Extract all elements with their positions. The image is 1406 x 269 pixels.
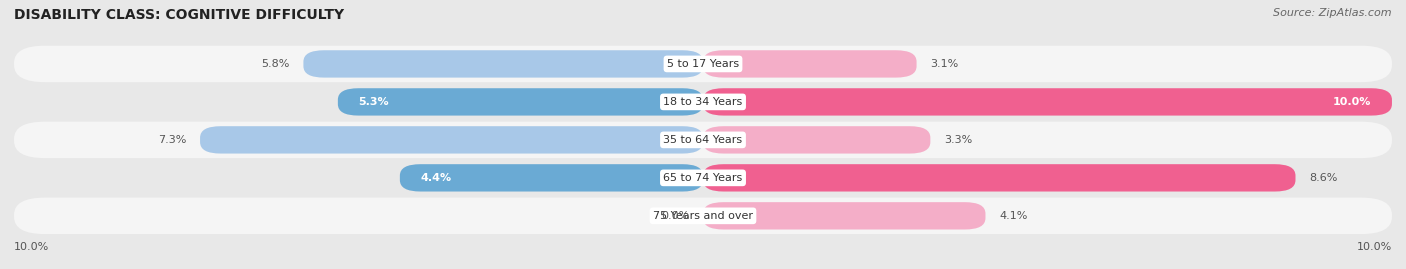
Text: 35 to 64 Years: 35 to 64 Years [664,135,742,145]
FancyBboxPatch shape [703,126,931,154]
FancyBboxPatch shape [703,202,986,229]
FancyBboxPatch shape [14,122,1392,158]
Text: 5 to 17 Years: 5 to 17 Years [666,59,740,69]
FancyBboxPatch shape [703,164,1295,192]
Text: 65 to 74 Years: 65 to 74 Years [664,173,742,183]
Text: 3.1%: 3.1% [931,59,959,69]
Text: 10.0%: 10.0% [1333,97,1371,107]
Text: 10.0%: 10.0% [1357,242,1392,252]
FancyBboxPatch shape [14,160,1392,196]
FancyBboxPatch shape [337,88,703,116]
FancyBboxPatch shape [703,50,917,77]
Text: 4.4%: 4.4% [420,173,451,183]
FancyBboxPatch shape [703,88,1392,116]
FancyBboxPatch shape [14,46,1392,82]
Text: DISABILITY CLASS: COGNITIVE DIFFICULTY: DISABILITY CLASS: COGNITIVE DIFFICULTY [14,8,344,22]
Text: 10.0%: 10.0% [14,242,49,252]
FancyBboxPatch shape [304,50,703,77]
Text: 5.3%: 5.3% [359,97,389,107]
Text: 3.3%: 3.3% [945,135,973,145]
Text: 18 to 34 Years: 18 to 34 Years [664,97,742,107]
FancyBboxPatch shape [399,164,703,192]
FancyBboxPatch shape [200,126,703,154]
Text: 0.0%: 0.0% [661,211,689,221]
FancyBboxPatch shape [14,84,1392,120]
Text: 7.3%: 7.3% [157,135,186,145]
Text: 4.1%: 4.1% [1000,211,1028,221]
Text: 5.8%: 5.8% [262,59,290,69]
FancyBboxPatch shape [14,198,1392,234]
Text: 75 Years and over: 75 Years and over [652,211,754,221]
Text: Source: ZipAtlas.com: Source: ZipAtlas.com [1274,8,1392,18]
Text: 8.6%: 8.6% [1309,173,1337,183]
